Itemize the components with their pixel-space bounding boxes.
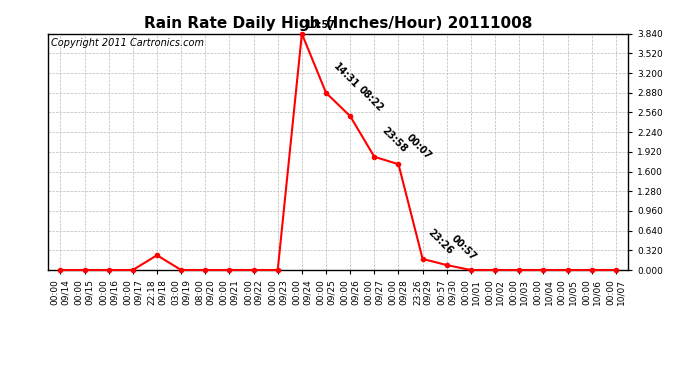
Text: 08:22: 08:22: [356, 84, 385, 113]
Text: 00:07: 00:07: [404, 132, 433, 161]
Text: 00:57: 00:57: [450, 233, 479, 262]
Text: Copyright 2011 Cartronics.com: Copyright 2011 Cartronics.com: [51, 39, 204, 48]
Text: 23:58: 23:58: [380, 125, 409, 154]
Text: 14:31: 14:31: [332, 61, 361, 90]
Title: Rain Rate Daily High (Inches/Hour) 20111008: Rain Rate Daily High (Inches/Hour) 20111…: [144, 16, 532, 31]
Text: 10:57: 10:57: [305, 20, 335, 30]
Text: 23:26: 23:26: [426, 227, 455, 256]
